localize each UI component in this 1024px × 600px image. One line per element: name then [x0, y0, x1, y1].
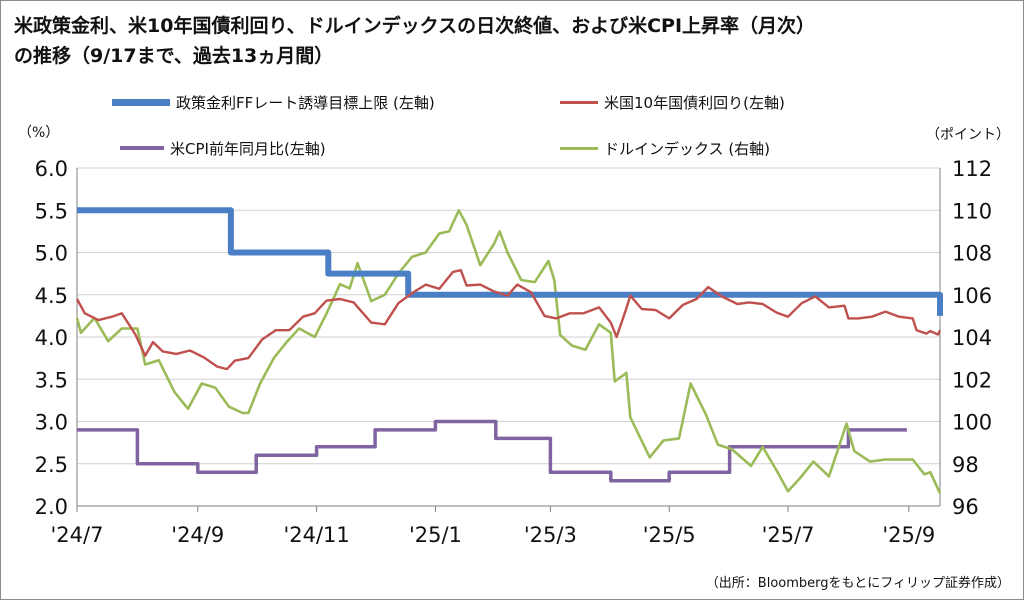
tick-labels: 2.0 2.5 3.0 3.5 4.0 4.5 5.0 5.5 6.0 96 98 100 102 104…	[35, 157, 993, 547]
y-right-tick-label: 110	[952, 199, 992, 223]
legend-swatch-dollar-index	[560, 146, 598, 150]
legend-swatch-treasury-10y	[560, 100, 598, 104]
x-tick-label: '24/9	[171, 523, 224, 547]
x-tick-label: '25/9	[882, 523, 935, 547]
y-left-tick-label: 3.0	[35, 411, 68, 435]
y-left-tick-label: 6.0	[35, 157, 68, 181]
y-right-tick-label: 112	[952, 157, 992, 181]
y-right-tick-label: 106	[952, 284, 992, 308]
legend-label-cpi: 米CPI前年同月比(左軸)	[170, 139, 326, 158]
y-right-tick-label: 104	[952, 326, 992, 350]
series-policy-rate	[77, 207, 943, 316]
legend-label-policy-rate: 政策金利FFレート誘導目標上限 (左軸)	[176, 93, 435, 112]
y-right-tick-label: 96	[952, 495, 979, 519]
source-note: （出所：Bloombergをもとにフィリップ証券作成）	[705, 576, 1010, 591]
x-tick-label: '24/11	[283, 523, 349, 547]
y-left-tick-label: 2.0	[35, 495, 68, 519]
y-right-tick-label: 100	[952, 411, 992, 435]
y-left-tick-label: 3.5	[35, 368, 68, 392]
y-right-tick-label: 108	[952, 242, 992, 266]
right-axis-unit: （ポイント）	[926, 127, 1010, 143]
y-left-tick-label: 4.5	[35, 284, 68, 308]
y-left-tick-label: 4.0	[35, 326, 68, 350]
y-left-tick-label: 2.5	[35, 453, 68, 477]
legend-label-dollar-index: ドルインデックス (右軸)	[604, 139, 771, 158]
series-treasury-10y	[75, 269, 942, 371]
x-tick-label: '25/7	[762, 523, 815, 547]
chart-title-line-2: の推移（9/17まで、過去13ヵ月間）	[14, 45, 334, 67]
legend-item-treasury-10y: 米国10年国債利回り(左軸)	[560, 91, 785, 113]
legend-item-dollar-index: ドルインデックス (右軸)	[560, 137, 770, 159]
x-tick-label: '25/1	[409, 523, 462, 547]
legend-swatch-policy-rate	[112, 98, 170, 106]
y-left-tick-label: 5.0	[35, 242, 68, 266]
legend-swatch-cpi	[120, 146, 164, 150]
left-axis-unit: （%）	[18, 125, 60, 141]
x-tick-label: '25/5	[643, 523, 696, 547]
series-lines	[75, 207, 943, 494]
legend-label-treasury-10y: 米国10年国債利回り(左軸)	[604, 93, 785, 112]
legend-item-cpi: 米CPI前年同月比(左軸)	[120, 137, 326, 159]
y-right-tick-label: 98	[952, 453, 979, 477]
series-cpi	[77, 419, 907, 483]
axes	[76, 168, 941, 512]
x-tick-label: '25/3	[524, 523, 577, 547]
y-right-tick-label: 102	[952, 368, 992, 392]
series-dollar-index	[75, 209, 942, 494]
chart-title-line-1: 米政策金利、米10年国債利回り、ドルインデックスの日次終値、および米CPI上昇率…	[14, 15, 816, 37]
y-left-tick-label: 5.5	[35, 199, 68, 223]
x-tick-label: '24/7	[51, 523, 104, 547]
legend-item-policy-rate: 政策金利FFレート誘導目標上限 (左軸)	[112, 91, 435, 113]
